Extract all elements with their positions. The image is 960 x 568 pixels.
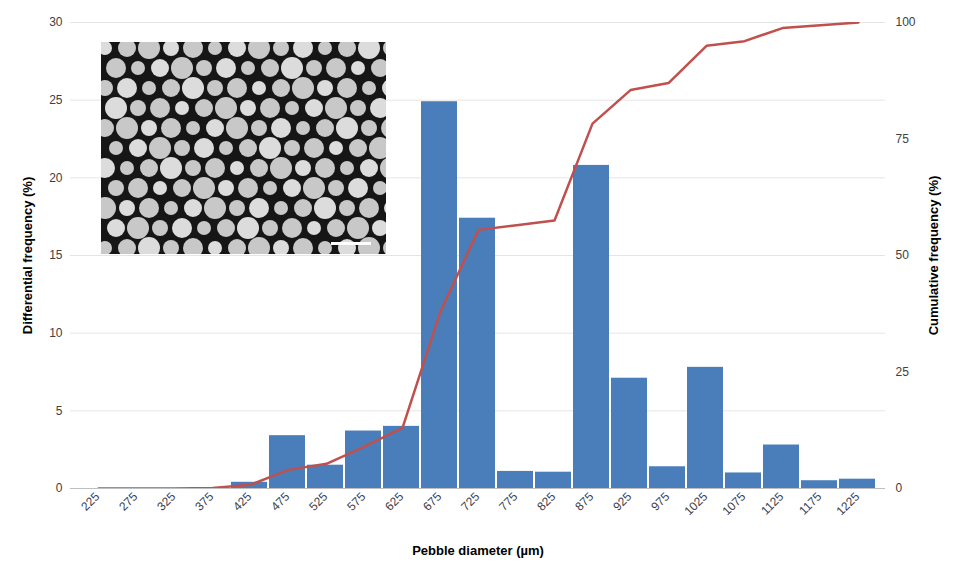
svg-text:Cumulative frequency (%): Cumulative frequency (%) <box>926 176 941 336</box>
svg-text:1075: 1075 <box>720 489 749 518</box>
svg-text:575: 575 <box>344 489 368 513</box>
svg-text:625: 625 <box>382 489 406 513</box>
svg-text:10: 10 <box>49 326 63 340</box>
svg-text:875: 875 <box>572 489 596 513</box>
svg-text:Pebble diameter (µm): Pebble diameter (µm) <box>412 543 544 558</box>
svg-text:100: 100 <box>896 15 916 29</box>
svg-text:20: 20 <box>49 171 63 185</box>
svg-text:75: 75 <box>896 132 910 146</box>
svg-text:30: 30 <box>49 15 63 29</box>
svg-text:1125: 1125 <box>758 489 786 517</box>
svg-text:5: 5 <box>56 404 63 418</box>
svg-text:975: 975 <box>648 489 672 513</box>
svg-text:675: 675 <box>420 489 444 513</box>
svg-text:275: 275 <box>116 489 140 513</box>
svg-text:825: 825 <box>534 489 558 513</box>
svg-text:25: 25 <box>896 365 910 379</box>
svg-text:525: 525 <box>306 489 330 513</box>
svg-text:425: 425 <box>230 489 254 513</box>
svg-text:925: 925 <box>610 489 634 513</box>
svg-text:50: 50 <box>896 248 910 262</box>
svg-text:775: 775 <box>496 489 520 513</box>
svg-text:475: 475 <box>268 489 292 513</box>
svg-text:725: 725 <box>458 489 482 513</box>
svg-text:Differential frequency (%): Differential frequency (%) <box>20 177 35 334</box>
svg-text:15: 15 <box>49 248 63 262</box>
svg-text:1225: 1225 <box>834 489 863 518</box>
svg-text:225: 225 <box>78 489 102 513</box>
svg-text:325: 325 <box>154 489 178 513</box>
svg-text:0: 0 <box>896 481 903 495</box>
svg-text:25: 25 <box>49 93 63 107</box>
svg-text:1025: 1025 <box>682 489 711 518</box>
svg-text:1175: 1175 <box>796 489 824 517</box>
svg-text:375: 375 <box>192 489 216 513</box>
svg-text:0: 0 <box>56 481 63 495</box>
